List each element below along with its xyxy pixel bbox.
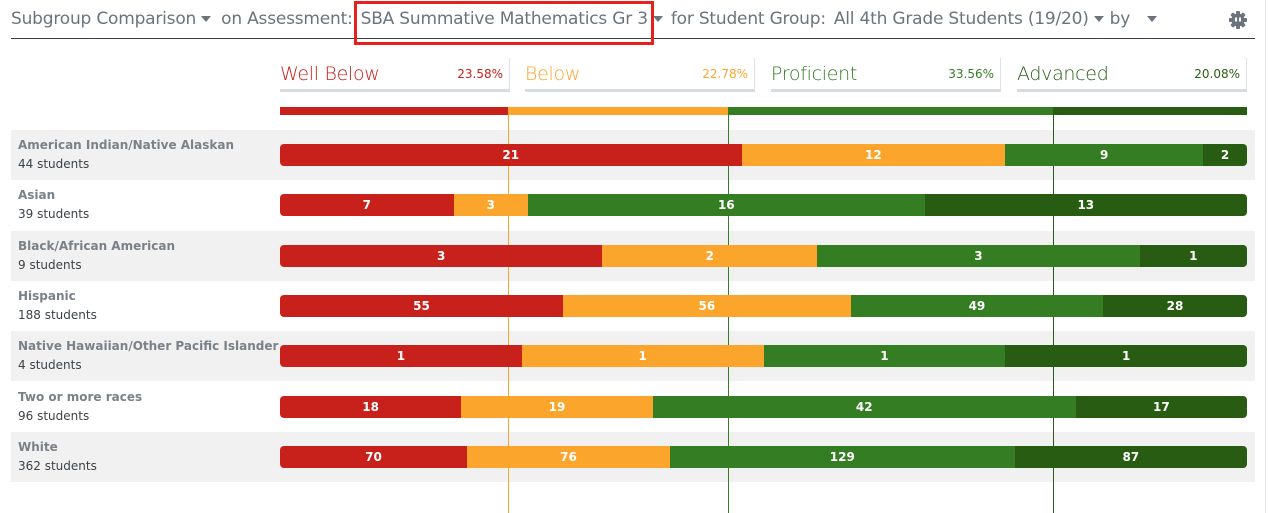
subgroup-name: Black/African American (18, 238, 176, 253)
summary-segment-advanced (1053, 107, 1247, 115)
subgroup-name: American Indian/Native Alaskan (18, 138, 235, 152)
bar-segment-advanced[interactable]: 1 (1005, 345, 1247, 368)
subgroup-name: Asian (18, 188, 56, 203)
legend-percent: 22.78% (702, 66, 748, 81)
bar-segment-proficient[interactable]: 16 (527, 194, 925, 217)
subgroup-name: Native Hawaiian/Other Pacific Islander (18, 339, 279, 354)
student-group-prefix: for Student Group: (670, 9, 826, 29)
assessment-dropdown[interactable]: SBA Summative Mathematics Gr 3 (361, 9, 669, 29)
assessment-prefix: on Assessment: (221, 9, 353, 29)
table-row: Hispanic 188 students 55 56 49 28 (11, 281, 1255, 331)
legend-advanced: Advanced 20.08% (1017, 58, 1247, 92)
view-dropdown-label: Subgroup Comparison (11, 9, 197, 29)
stacked-bar[interactable]: 7 3 16 13 (280, 194, 1247, 217)
bar-segment-well-below[interactable]: 70 (280, 445, 467, 468)
bar-segment-proficient[interactable]: 9 (1005, 144, 1204, 166)
legend-proficient: Proficient 33.56% (771, 58, 1001, 92)
toolbar: Subgroup Comparison on Assessment: SBA S… (11, 0, 1255, 39)
subgroup-count: 44 students (18, 157, 90, 171)
chevron-down-icon (1093, 16, 1104, 22)
legend-well-below: Well Below 23.58% (280, 58, 510, 92)
summary-segment-well-below (280, 107, 508, 115)
bar-segment-below[interactable]: 1 (521, 345, 764, 368)
assessment-dropdown-label: SBA Summative Mathematics Gr 3 (360, 9, 648, 29)
subgroup-name: Two or more races (18, 389, 143, 404)
stacked-bar[interactable]: 18 19 42 17 (280, 395, 1247, 418)
table-row: Asian 39 students 7 3 16 13 (11, 180, 1255, 230)
student-group-dropdown[interactable]: All 4th Grade Students (19/20) (834, 9, 1110, 29)
table-row: American Indian/Native Alaskan 44 student… (11, 130, 1255, 180)
bar-segment-advanced[interactable]: 2 (1203, 144, 1247, 166)
bar-segment-below[interactable]: 3 (453, 194, 528, 217)
legend-percent: 33.56% (948, 66, 994, 81)
bar-segment-advanced[interactable]: 13 (924, 194, 1247, 217)
view-dropdown[interactable]: Subgroup Comparison (11, 9, 217, 29)
by-dropdown[interactable] (1142, 16, 1163, 22)
bar-segment-well-below[interactable]: 3 (280, 244, 603, 267)
stacked-bar[interactable]: 70 76 129 87 (280, 445, 1247, 468)
summary-segment-proficient (728, 107, 1053, 115)
bar-segment-advanced[interactable]: 87 (1014, 445, 1247, 468)
bar-segment-proficient[interactable]: 129 (670, 445, 1015, 468)
table-row: Black/African American 9 students 3 2 3 1 (11, 230, 1255, 281)
overall-distribution-bar (280, 107, 1247, 115)
bar-segment-below[interactable]: 76 (466, 445, 670, 468)
bar-segment-proficient[interactable]: 42 (652, 395, 1076, 418)
chevron-down-icon (1147, 16, 1158, 22)
legend-below: Below 22.78% (525, 58, 755, 92)
bar-segment-well-below[interactable]: 1 (280, 345, 522, 368)
subgroup-count: 9 students (18, 257, 82, 272)
summary-segment-below (508, 107, 728, 115)
bar-segment-well-below[interactable]: 55 (280, 294, 563, 317)
subgroup-name: Hispanic (18, 288, 76, 303)
bar-segment-advanced[interactable]: 17 (1075, 395, 1247, 418)
table-row: White 362 students 70 76 129 87 (11, 431, 1255, 482)
table-row: Native Hawaiian/Other Pacific Islander 4 … (11, 331, 1255, 382)
bar-segment-well-below[interactable]: 18 (280, 395, 462, 418)
chevron-down-icon (201, 16, 212, 22)
stacked-bar[interactable]: 55 56 49 28 (280, 294, 1247, 317)
legend-label: Proficient (771, 62, 858, 85)
by-label: by (1109, 9, 1131, 29)
subgroup-name: White (18, 439, 58, 454)
student-group-dropdown-label: All 4th Grade Students (19/20) (833, 9, 1089, 29)
scrollbar-edge (1265, 0, 1266, 513)
stacked-bar[interactable]: 21 12 9 2 (280, 144, 1247, 166)
legend-percent: 23.58% (457, 66, 503, 81)
legend-label: Well Below (280, 62, 380, 85)
gear-icon[interactable] (1228, 10, 1248, 30)
bar-segment-below[interactable]: 19 (461, 395, 653, 418)
bar-segment-proficient[interactable]: 3 (817, 244, 1140, 267)
subgroup-count: 4 students (18, 358, 82, 373)
legend-percent: 20.08% (1194, 66, 1240, 81)
subgroup-count: 188 students (18, 307, 97, 322)
legend-label: Advanced (1017, 62, 1109, 85)
bar-segment-below[interactable]: 12 (741, 144, 1006, 166)
bar-segment-advanced[interactable]: 28 (1102, 294, 1247, 317)
bar-segment-below[interactable]: 56 (562, 294, 851, 317)
bar-segment-advanced[interactable]: 1 (1139, 244, 1247, 267)
subgroup-count: 96 students (18, 408, 90, 423)
subgroup-count: 39 students (18, 207, 90, 222)
bar-segment-below[interactable]: 2 (602, 244, 818, 267)
legend-label: Below (525, 62, 581, 85)
subgroup-count: 362 students (18, 458, 97, 473)
table-row: Two or more races 96 students 18 19 42 17 (11, 382, 1255, 432)
bar-segment-proficient[interactable]: 49 (850, 294, 1103, 317)
bar-segment-well-below[interactable]: 7 (280, 194, 454, 217)
bar-segment-proficient[interactable]: 1 (763, 345, 1006, 368)
bar-segment-well-below[interactable]: 21 (280, 144, 742, 166)
chevron-down-icon (652, 16, 663, 22)
